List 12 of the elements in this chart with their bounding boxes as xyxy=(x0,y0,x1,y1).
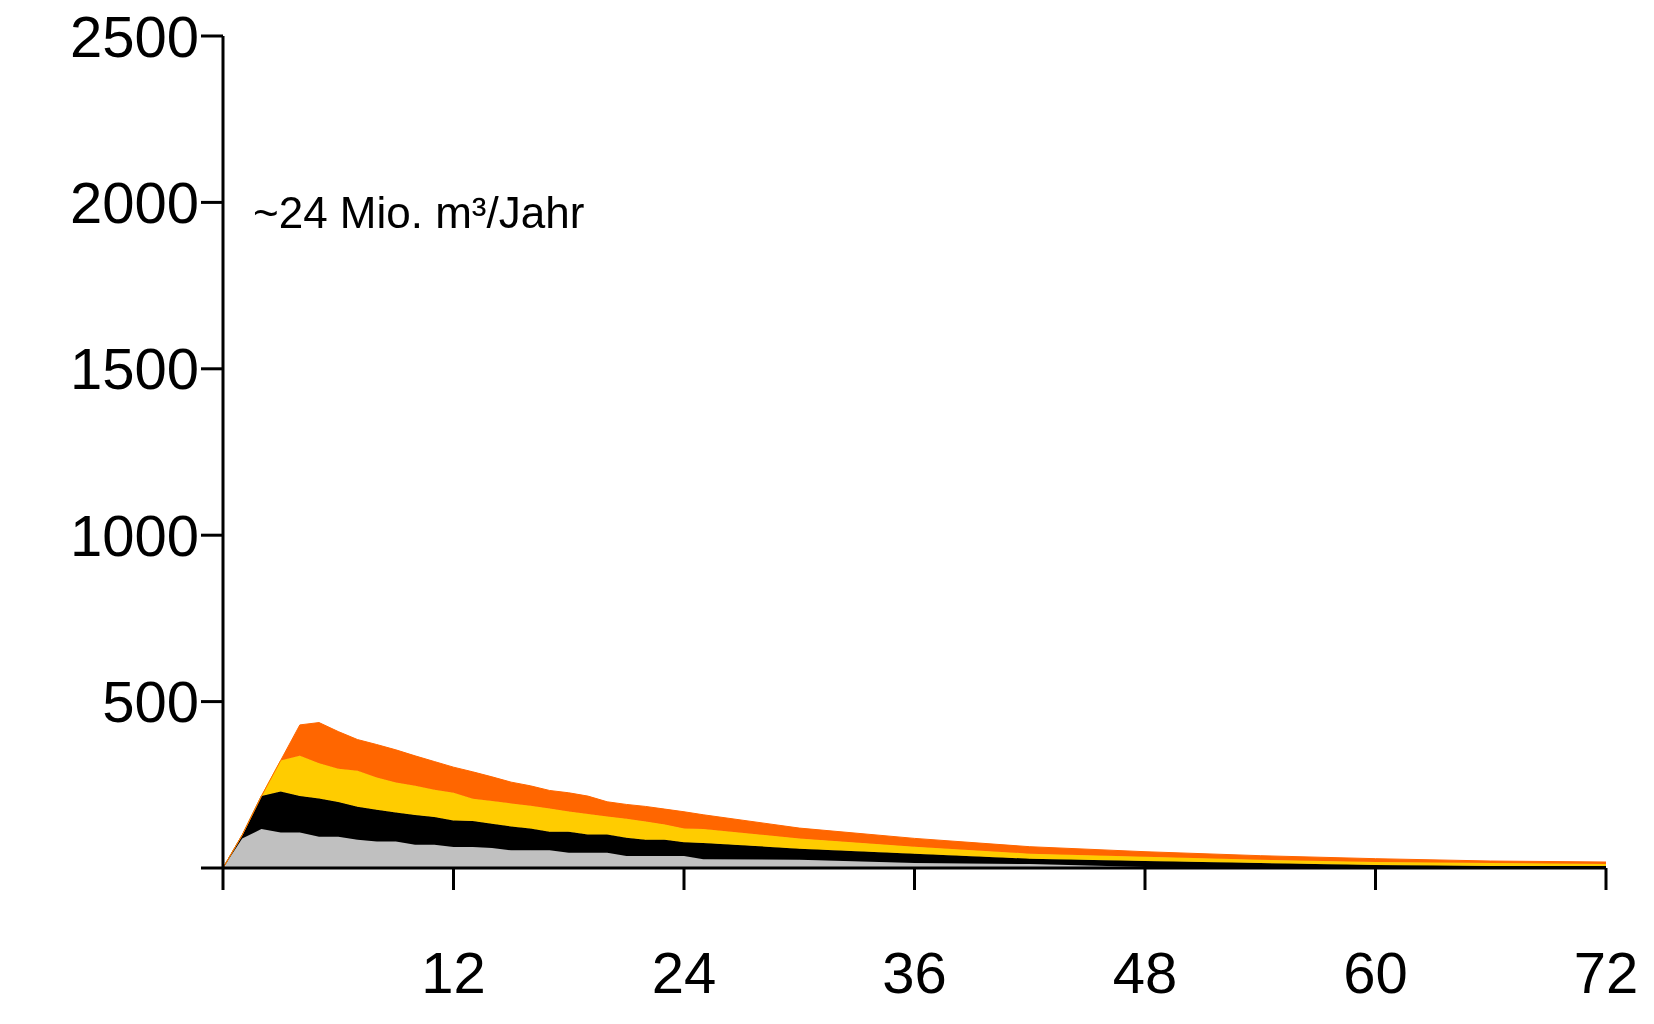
y-tick-label: 2500 xyxy=(69,3,199,69)
x-tick-label: 60 xyxy=(1343,940,1408,1006)
y-tick-label: 1000 xyxy=(69,502,199,568)
y-tick-label: 1500 xyxy=(69,336,199,402)
x-tick-label: 36 xyxy=(882,940,947,1006)
x-tick-label: 12 xyxy=(421,940,486,1006)
x-tick-label: 24 xyxy=(651,940,717,1006)
y-tick-label: 500 xyxy=(102,669,199,735)
x-tick-label: 48 xyxy=(1112,940,1178,1006)
annotation: ~24 Mio. m³/Jahr xyxy=(253,188,585,238)
x-tick-label: 72 xyxy=(1573,940,1639,1006)
y-tick-label: 2000 xyxy=(69,169,199,235)
